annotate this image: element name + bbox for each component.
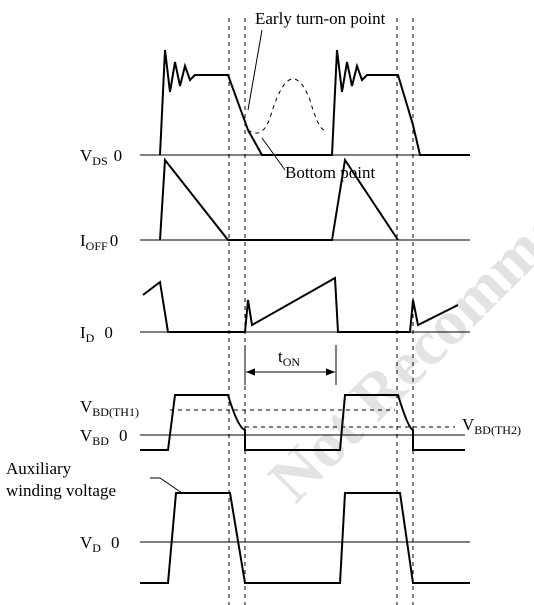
leader bbox=[247, 29, 263, 111]
aux-label: Auxiliary bbox=[6, 459, 72, 478]
vd-wave bbox=[140, 492, 470, 584]
watermark: Not Recommended bbox=[255, 97, 534, 515]
annotation: Bottom point bbox=[285, 163, 375, 182]
leader bbox=[150, 477, 183, 494]
signal-label: ID 0 bbox=[80, 323, 113, 345]
aux-label: winding voltage bbox=[6, 481, 116, 500]
ioff-wave bbox=[159, 157, 399, 241]
signal-label: VBD 0 bbox=[80, 426, 127, 448]
annotation: Early turn-on point bbox=[255, 9, 386, 28]
signal-label: IOFF 0 bbox=[80, 231, 118, 253]
id-wave bbox=[142, 276, 459, 333]
vbd-wave bbox=[140, 394, 465, 451]
resonance-curve bbox=[247, 78, 325, 134]
ton-label: tON bbox=[278, 347, 300, 369]
vds-wave bbox=[159, 49, 470, 156]
threshold-label: VBD(TH1) bbox=[80, 397, 139, 419]
leader bbox=[261, 137, 286, 171]
signal-label: VDS 0 bbox=[80, 146, 122, 168]
threshold-label: VBD(TH2) bbox=[462, 415, 521, 437]
signal-label: VD 0 bbox=[80, 533, 119, 555]
